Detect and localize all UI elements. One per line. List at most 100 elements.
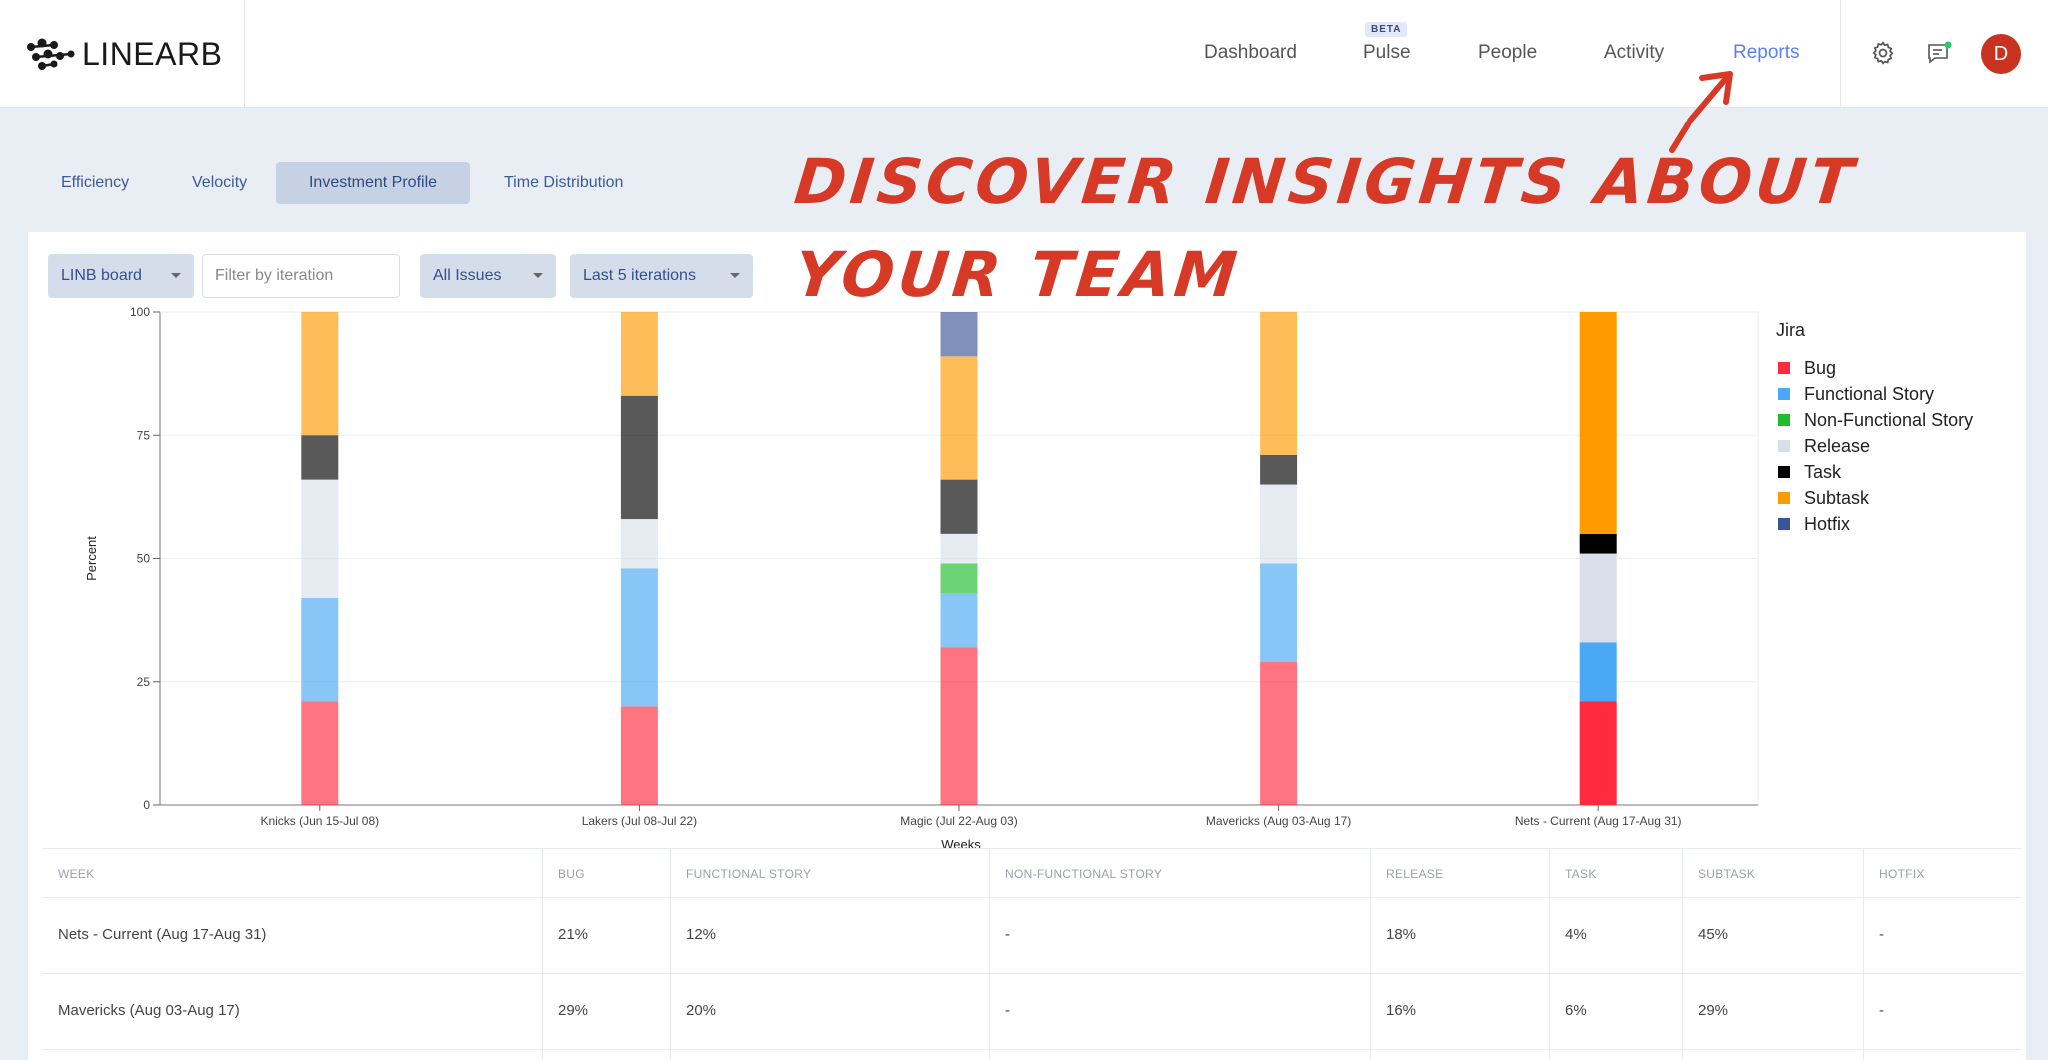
bar-segment	[301, 479, 339, 598]
column-header[interactable]: SUBTASK	[1698, 867, 1756, 881]
nav-dashboard[interactable]: Dashboard	[1204, 42, 1297, 63]
annotation-line-2: YOUR TEAM	[791, 238, 1245, 311]
report-panel	[28, 232, 2026, 1060]
legend-swatch	[1778, 414, 1790, 426]
table-cell: 29%	[558, 1002, 589, 1019]
bar-segment	[301, 435, 339, 480]
x-tick-label: Nets - Current (Aug 17-Aug 31)	[1515, 814, 1682, 828]
legend-label: Bug	[1804, 357, 1837, 378]
column-header[interactable]: FUNCTIONAL STORY	[686, 867, 812, 881]
bar-segment	[1579, 553, 1617, 643]
board-select[interactable]: LINB board	[48, 254, 194, 298]
bar-segment	[301, 312, 339, 436]
legend-swatch	[1778, 518, 1790, 530]
annotation-line-1: DISCOVER INSIGHTS ABOUT	[791, 145, 1861, 218]
column-divider	[1863, 848, 1864, 1060]
x-tick-label: Magic (Jul 22-Aug 03)	[900, 814, 1017, 828]
table-cell: 12%	[686, 926, 717, 943]
top-bar: LINEARB Dashboard BETA Pulse People Acti…	[0, 0, 2048, 108]
nav-divider	[1840, 0, 1841, 108]
table-cell: -	[1879, 1002, 1884, 1019]
bar-segment	[1260, 563, 1298, 663]
board-select-value: LINB board	[61, 267, 142, 284]
x-tick-label: Mavericks (Aug 03-Aug 17)	[1206, 814, 1351, 828]
table-row[interactable]: Nets - Current (Aug 17-Aug 31) 21% 12% - 18%…	[42, 898, 2022, 974]
annotation-arrow-icon	[1669, 71, 1733, 153]
table-row[interactable]: Mavericks (Aug 03-Aug 17) 29% 20% - 16% 6% 29%…	[42, 974, 2022, 1050]
bar-segment	[940, 533, 978, 564]
legend-label: Hotfix	[1804, 513, 1851, 534]
legend-item[interactable]: Functional Story	[1776, 381, 1973, 407]
logo[interactable]: LINEARB	[0, 0, 245, 108]
bar-segment	[940, 593, 978, 648]
table-cell: -	[1879, 926, 1884, 943]
tab-velocity[interactable]: Velocity	[192, 174, 248, 191]
legend-label: Release	[1804, 435, 1871, 456]
bar-segment	[620, 568, 658, 707]
bar-segment	[1579, 701, 1617, 805]
table-cell: -	[1005, 926, 1010, 943]
y-tick-label: 50	[137, 552, 151, 566]
legend-swatch	[1778, 466, 1790, 478]
legend-swatch	[1778, 492, 1790, 504]
tab-efficiency[interactable]: Efficiency	[61, 174, 130, 191]
legend-title: Jira	[1776, 320, 1806, 340]
y-axis-label: Percent	[84, 536, 99, 581]
column-divider	[1549, 848, 1550, 1060]
column-header[interactable]: WEEK	[58, 867, 95, 881]
column-divider	[542, 848, 543, 1060]
column-header[interactable]: RELEASE	[1386, 867, 1444, 881]
x-tick-label: Knicks (Jun 15-Jul 08)	[260, 814, 379, 828]
bar-segment	[301, 701, 339, 805]
issues-select[interactable]: All Issues	[420, 254, 556, 298]
tab-investment-profile[interactable]: Investment Profile	[276, 162, 470, 204]
range-select-value: Last 5 iterations	[583, 267, 696, 284]
table-cell: 6%	[1565, 1002, 1587, 1019]
legend-item[interactable]: Non-Functional Story	[1776, 407, 1973, 433]
avatar[interactable]: D	[1981, 34, 2021, 74]
iteration-filter-input[interactable]	[202, 254, 400, 298]
legend-swatch	[1778, 388, 1790, 400]
table-cell: 4%	[1565, 926, 1587, 943]
legend-item[interactable]: Task	[1776, 459, 1973, 485]
nav-reports[interactable]: Reports	[1733, 42, 1800, 63]
column-divider	[1370, 848, 1371, 1060]
legend-item[interactable]: Subtask	[1776, 485, 1973, 511]
table-cell: 16%	[1386, 1002, 1417, 1019]
column-divider	[989, 848, 990, 1060]
legend-label: Functional Story	[1804, 383, 1935, 404]
table-cell: 21%	[558, 926, 589, 943]
column-header[interactable]: HOTFIX	[1879, 867, 1925, 881]
beta-badge: BETA	[1365, 22, 1408, 37]
gear-icon[interactable]	[1870, 40, 1896, 66]
tab-time-distribution[interactable]: Time Distribution	[504, 174, 624, 191]
chevron-down-icon	[171, 273, 181, 278]
column-divider	[1682, 848, 1683, 1060]
table-cell: 45%	[1698, 926, 1729, 943]
bar-segment	[940, 647, 978, 805]
legend-item[interactable]: Hotfix	[1776, 511, 1973, 537]
nav-people[interactable]: People	[1478, 42, 1538, 63]
legend-item[interactable]: Release	[1776, 433, 1973, 459]
column-header[interactable]: BUG	[558, 867, 585, 881]
bar-segment	[940, 356, 978, 480]
notifications-icon[interactable]	[1926, 40, 1954, 68]
nav-activity[interactable]: Activity	[1604, 42, 1665, 63]
range-select[interactable]: Last 5 iterations	[570, 254, 753, 298]
bar-segment	[1579, 642, 1617, 702]
chevron-down-icon	[730, 273, 740, 278]
issues-select-value: All Issues	[433, 267, 502, 284]
column-header[interactable]: NON-FUNCTIONAL STORY	[1005, 867, 1163, 881]
table-cell: Mavericks (Aug 03-Aug 17)	[58, 1002, 240, 1019]
legend-item[interactable]: Bug	[1776, 355, 1973, 381]
legend-label: Subtask	[1804, 487, 1870, 508]
chevron-down-icon	[533, 273, 543, 278]
investment-chart: 0 25 50 75 100 Knicks (Jun 15-Jul 08) Lakers (…	[84, 305, 1759, 852]
bar-segment	[620, 312, 658, 396]
legend-label: Non-Functional Story	[1804, 409, 1974, 430]
nav-pulse[interactable]: Pulse	[1363, 42, 1411, 63]
linearb-logo-icon	[27, 38, 75, 70]
legend-swatch	[1778, 440, 1790, 452]
column-header[interactable]: TASK	[1565, 867, 1597, 881]
bar-segment	[620, 519, 658, 569]
